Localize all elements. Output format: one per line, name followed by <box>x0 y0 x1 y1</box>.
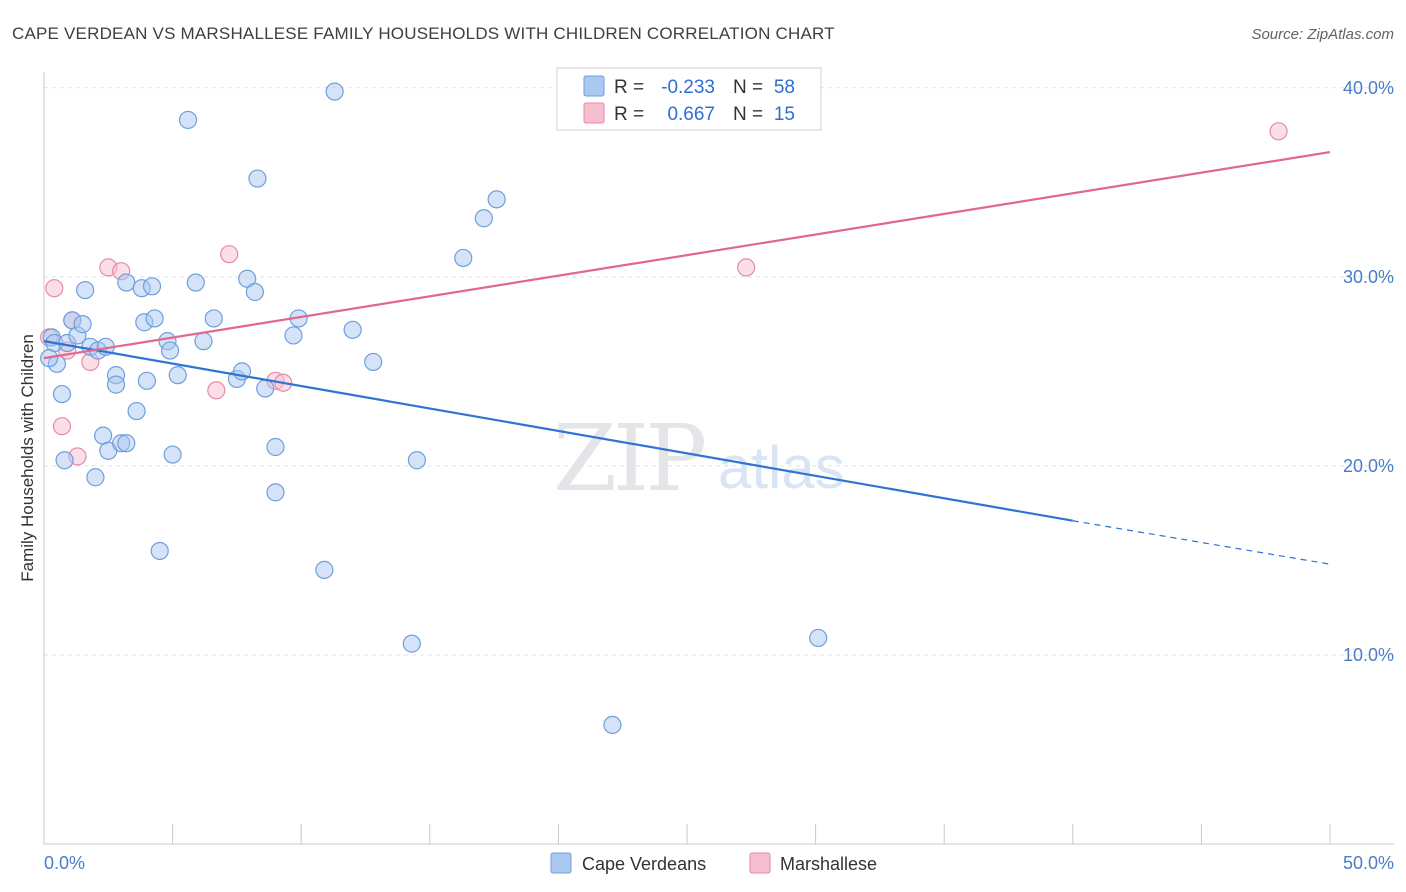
cape-verdean-point <box>127 401 146 421</box>
cape-verdean-point <box>137 371 156 390</box>
cape-verdean-point <box>325 82 344 101</box>
cape-verdean-point <box>52 384 72 404</box>
cape-verdean-point <box>142 277 162 296</box>
cape-verdean-trend-line <box>43 340 1073 522</box>
cape-verdean-point <box>407 451 427 470</box>
marshallese-point <box>52 417 72 436</box>
cape-verdean-points <box>40 82 828 735</box>
cape-verdean-point <box>76 280 95 300</box>
cape-verdean-point <box>245 282 265 302</box>
legend-n-label-1: N = <box>733 77 763 98</box>
bottom-legend-swatch-cape-verdeans <box>550 852 572 874</box>
cape-verdean-point <box>106 375 126 394</box>
cape-verdean-point <box>117 273 136 292</box>
axes <box>43 72 1394 845</box>
y-axis-label: Family Households with Children <box>18 334 37 582</box>
cape-verdean-point <box>145 309 164 328</box>
y-tick-label: 30.0% <box>1343 267 1394 287</box>
marshallese-point <box>220 245 239 264</box>
cape-verdean-point <box>150 541 169 561</box>
cape-verdean-point <box>256 379 275 398</box>
cape-verdean-point <box>168 366 187 385</box>
cape-verdean-point <box>163 445 182 464</box>
legend-r-value-1: -0.233 <box>661 77 715 98</box>
cape-verdean-point <box>117 434 136 453</box>
cape-verdean-point <box>487 190 506 209</box>
legend-n-value-1: 58 <box>774 77 795 98</box>
chart-source: Source: ZipAtlas.com <box>1251 26 1394 43</box>
marshallese-point <box>1269 122 1288 141</box>
stats-legend: R = -0.233 N = 58 R = 0.667 N = 15 <box>556 67 822 131</box>
marshallese-point <box>737 258 756 277</box>
cape-verdean-point <box>364 352 383 372</box>
cape-verdean-point <box>266 437 285 457</box>
cape-verdean-point <box>248 169 267 188</box>
cape-verdean-point <box>402 634 421 653</box>
marshallese-point <box>45 279 64 298</box>
cape-verdean-point <box>194 332 213 351</box>
legend-swatch-cape-verdeans <box>583 75 605 97</box>
cape-verdean-point <box>94 426 113 445</box>
watermark-zip: ZIP <box>553 405 704 512</box>
cape-verdean-point <box>315 560 334 579</box>
cape-verdean-point <box>178 110 198 130</box>
watermark-atlas: atlas <box>718 434 845 501</box>
cape-verdean-point <box>343 320 362 339</box>
x-tick-label-max: 50.0% <box>1343 853 1394 873</box>
cape-verdean-point <box>454 248 473 268</box>
trend-lines <box>43 150 1331 565</box>
x-tick-label-min: 0.0% <box>44 853 85 873</box>
cape-verdean-point <box>284 326 303 345</box>
cape-verdean-point <box>160 341 180 360</box>
bottom-legend-label-marshallese: Marshallese <box>780 854 877 874</box>
x-axis-ticks <box>43 824 1331 844</box>
cape-verdean-point <box>186 273 205 292</box>
marshallese-point <box>207 381 226 400</box>
cape-verdean-point <box>86 468 105 487</box>
cape-verdean-point <box>55 451 74 470</box>
cape-verdean-point <box>809 628 828 648</box>
cape-verdean-trend-extension <box>1072 520 1331 565</box>
y-tick-label: 40.0% <box>1343 78 1394 98</box>
marshallese-trend-line <box>43 150 1331 360</box>
cape-verdean-point <box>603 715 622 735</box>
legend-swatch-marshallese <box>583 102 605 124</box>
bottom-legend-swatch-marshallese <box>749 852 771 874</box>
y-tick-label: 20.0% <box>1343 456 1394 476</box>
legend-r-label-1: R = <box>614 77 644 98</box>
y-tick-label: 10.0% <box>1343 645 1394 665</box>
y-axis-tick-labels: 10.0% 20.0% 30.0% 40.0% <box>1343 78 1394 665</box>
cape-verdean-point <box>266 483 285 502</box>
legend-n-value-2: 15 <box>774 104 795 125</box>
cape-verdean-point <box>204 309 223 328</box>
cape-verdean-point <box>73 315 92 334</box>
cape-verdean-point <box>474 209 493 228</box>
legend-r-label-2: R = <box>614 104 644 125</box>
bottom-legend-label-cape-verdeans: Cape Verdeans <box>582 854 706 874</box>
series-legend: Cape Verdeans Marshallese <box>550 852 877 874</box>
legend-n-label-2: N = <box>733 104 763 125</box>
chart-title: CAPE VERDEAN VS MARSHALLESE FAMILY HOUSE… <box>12 24 835 43</box>
legend-r-value-2: 0.667 <box>667 104 715 125</box>
